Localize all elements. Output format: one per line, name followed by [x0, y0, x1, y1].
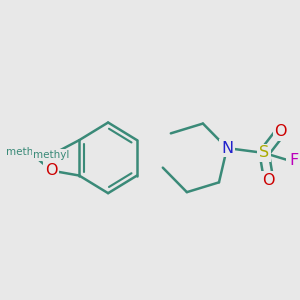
- Text: O: O: [262, 173, 275, 188]
- Text: S: S: [259, 146, 269, 160]
- Text: methoxy: methoxy: [6, 147, 52, 157]
- Text: O: O: [45, 163, 58, 178]
- Text: methyl: methyl: [33, 150, 70, 160]
- Text: N: N: [221, 141, 233, 156]
- Text: F: F: [289, 153, 298, 168]
- Text: O: O: [274, 124, 287, 139]
